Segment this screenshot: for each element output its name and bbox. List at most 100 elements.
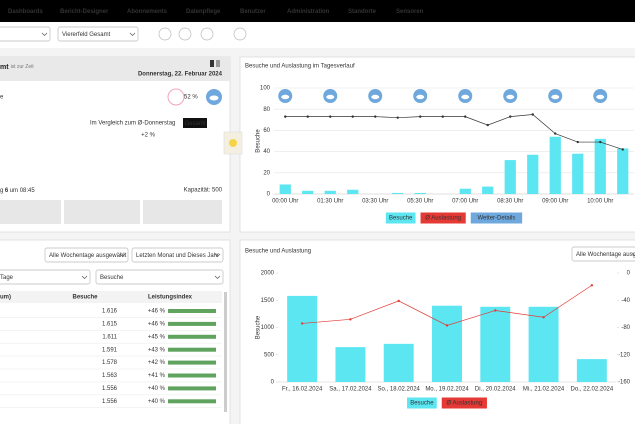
tooltip-text: Gesamt — [184, 121, 205, 127]
view-select[interactable] — [0, 26, 51, 42]
table-cell: +42 % — [148, 360, 166, 366]
y-tick-label: 40 — [263, 149, 270, 155]
bar — [459, 188, 471, 194]
nav-item[interactable]: Dashboards — [8, 9, 43, 15]
cloud — [209, 95, 219, 101]
table-cell: 1.556 — [102, 386, 118, 392]
location-select[interactable] — [57, 26, 139, 42]
legend-button[interactable] — [470, 212, 523, 224]
legend-button[interactable] — [407, 397, 437, 409]
y-tick-label: 60 — [263, 128, 270, 134]
bar — [617, 148, 629, 194]
peak-part: 6 — [5, 188, 9, 194]
cloud — [281, 94, 290, 100]
metric-select-text: Besuche — [100, 275, 124, 281]
index-bar — [168, 321, 216, 326]
line-point — [300, 322, 304, 325]
legend-button[interactable] — [441, 397, 487, 409]
y-tick-label: 80 — [263, 107, 270, 113]
table-header: Besuche — [72, 295, 98, 301]
unit-select-text: Tage — [0, 275, 14, 281]
day-chart-card — [239, 56, 635, 233]
status-header: mt ist zur Zeit — [0, 64, 34, 71]
peak-part: um 08:45 — [10, 188, 36, 194]
index-bar — [168, 347, 216, 352]
line-point — [599, 140, 602, 144]
nav-item[interactable]: Datenpflege — [186, 9, 221, 15]
table-cell: 1.591 — [102, 347, 118, 353]
nav-item[interactable]: Benutzer — [240, 9, 266, 15]
line-point — [531, 113, 534, 116]
tool-button[interactable] — [178, 27, 192, 41]
legend-label: Ø Auslastung — [446, 401, 482, 407]
nav-item[interactable]: Administration — [287, 9, 330, 15]
table-cell: +46 % — [148, 321, 166, 327]
view-toggle[interactable] — [216, 60, 220, 67]
bar — [482, 186, 494, 194]
nav-item[interactable]: Sensoren — [396, 9, 424, 15]
unit-select[interactable] — [0, 269, 91, 285]
line-point — [464, 115, 467, 118]
x-tick-label: 03:30 Uhr — [362, 199, 388, 205]
nav-item[interactable]: Standorte — [348, 9, 377, 15]
bar — [392, 192, 404, 194]
bar — [414, 192, 426, 194]
metric-select[interactable] — [95, 269, 224, 285]
chart-title: Besuche und Auslastung im Tagesverlauf — [245, 64, 355, 70]
line-point — [306, 115, 309, 118]
line-point — [621, 148, 624, 151]
view-toggle[interactable] — [210, 60, 214, 67]
scrollbar[interactable] — [224, 292, 227, 412]
chart-filter[interactable] — [571, 246, 635, 262]
view-select-caret — [41, 32, 48, 36]
x-tick-label: Mi., 21.02.2024 — [523, 387, 565, 393]
table-header-bg — [0, 291, 222, 303]
cloud — [371, 94, 380, 100]
x-tick-label: 10:00 Uhr — [587, 199, 613, 205]
y2-tick-label: 0 — [627, 271, 631, 277]
cloud — [326, 94, 335, 100]
nav-item[interactable]: Abonnements — [127, 9, 168, 15]
tool-button[interactable] — [158, 27, 172, 41]
x-tick-label: Di., 20.02.2024 — [475, 387, 516, 393]
date: Donnerstag, 22. Februar 2024 — [138, 72, 223, 78]
line-point — [441, 115, 444, 118]
chart-filter-text: Alle Wochentage ausgewählt — [576, 252, 635, 258]
cloud — [416, 94, 425, 100]
table-cell: 1.616 — [102, 309, 118, 315]
line-point — [542, 316, 545, 319]
cloud — [551, 94, 560, 100]
weather-badge-icon — [167, 88, 185, 106]
y2-tick-label: -120 — [618, 352, 631, 358]
bar — [528, 306, 559, 382]
peak: g 6 um 08:45 — [0, 188, 35, 194]
table-cell: 1.611 — [102, 334, 117, 340]
index-bar — [168, 360, 216, 365]
tool-button[interactable] — [233, 27, 247, 41]
period-select-text: Letzten Monat und Dieses Jahr — [136, 253, 219, 259]
tool-button[interactable] — [200, 27, 214, 41]
line-point — [374, 115, 377, 118]
legend-button[interactable] — [420, 212, 466, 224]
line-point — [494, 309, 497, 312]
bar — [432, 305, 462, 382]
nav-item[interactable]: Bericht-Designer — [60, 9, 109, 15]
bar — [324, 190, 336, 194]
line-point — [509, 115, 512, 118]
tooltip — [183, 118, 207, 128]
bar — [287, 295, 318, 382]
x-tick-label: 05:30 Uhr — [407, 199, 433, 205]
y-tick-label: 0 — [271, 380, 275, 386]
location-select-text: Viererfeld Gesamt — [62, 32, 111, 38]
period-select[interactable] — [131, 247, 224, 263]
line-point — [349, 318, 352, 321]
sun-icon — [229, 139, 237, 147]
table-header: um) — [0, 295, 11, 301]
bar — [576, 359, 607, 382]
cloud — [596, 94, 605, 100]
legend-button[interactable] — [385, 212, 416, 224]
y2-tick-label: -80 — [621, 325, 630, 331]
change: +2 % — [141, 133, 156, 139]
weekday-select[interactable] — [44, 247, 129, 263]
